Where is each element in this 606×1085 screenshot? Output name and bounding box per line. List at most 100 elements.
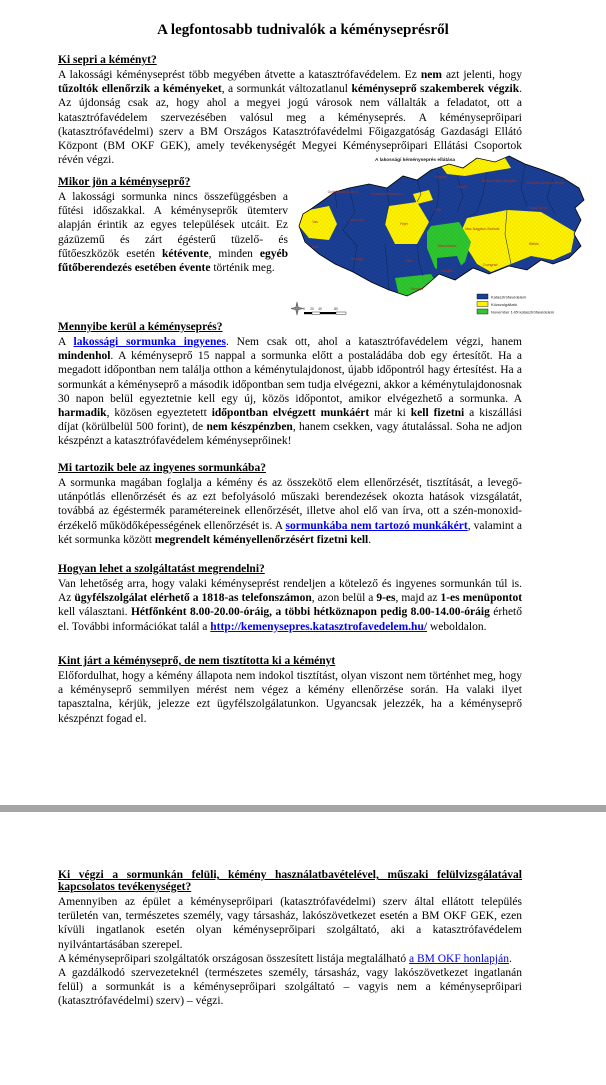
text-run: nem bbox=[420, 69, 442, 81]
text-run: Hétfőnként 8.00-20.00-óráig, a többi hét… bbox=[130, 606, 490, 619]
section-heading: Hogyan lehet a szolgáltatást megrendelni… bbox=[58, 563, 265, 575]
text-run: , valamint a két sormunka között bbox=[58, 519, 523, 546]
page-title: A legfontosabb tudnivalók a kéményseprés… bbox=[157, 22, 449, 38]
paragraph: Amennyiben az épület a kéményseprőipari … bbox=[58, 895, 522, 952]
text-run: megrendelt kéményellenőrzésért fizetni k… bbox=[154, 533, 369, 546]
svg-text:Szabolcs-Szatmár-Bereg: Szabolcs-Szatmár-Bereg bbox=[526, 181, 564, 185]
text-run: , minden bbox=[208, 247, 260, 260]
text-run: . bbox=[508, 952, 512, 965]
text-run: ügyfélszolgálat elérhető a 1818-as telef… bbox=[74, 592, 312, 605]
map-scale-bar: 0 20 40 80 bbox=[303, 307, 347, 315]
text-run: időpontban elvégzett munkáért bbox=[211, 407, 370, 420]
svg-text:Borsod-Abaúj-Zemplén: Borsod-Abaúj-Zemplén bbox=[482, 179, 517, 183]
hyperlink[interactable]: sormunkába nem tartozó munkákért bbox=[285, 519, 468, 532]
section-mi-tartozik-bele: Mi tartozik bele az ingyenes sormunkába?… bbox=[58, 462, 522, 547]
text-run: mindenhol bbox=[58, 350, 111, 363]
section-kint-jart: Kint járt a kéményseprő, de nem tisztíto… bbox=[58, 655, 522, 726]
text-run: azt jelenti, hogy bbox=[441, 69, 522, 81]
hyperlink[interactable]: lakossági sormunka ingyenes bbox=[73, 336, 226, 348]
text-run: A lakossági kéményseprést több megyében … bbox=[58, 69, 421, 81]
map-regions bbox=[299, 156, 584, 296]
hungary-map-image: A lakossági kéményseprés ellátása bbox=[291, 154, 606, 325]
text-run: . bbox=[368, 533, 372, 546]
section-mennyibe-kerul: Mennyibe kerül a kéményseprés? A lakossá… bbox=[58, 321, 522, 449]
section-heading: Ki végzi a sormunkán felüli, kémény hasz… bbox=[58, 869, 522, 893]
text-run: A sormunka magában foglalja a kémény és … bbox=[58, 477, 522, 532]
section-heading: Mikor jön a kéményseprő? bbox=[58, 176, 191, 188]
text-run: 1-es menüpontot bbox=[440, 592, 523, 605]
text-run: , közösen egyeztetett bbox=[106, 407, 212, 420]
section-hogyan-megrendelni: Hogyan lehet a szolgáltatást megrendelni… bbox=[58, 563, 522, 634]
svg-text:Szeged: Szeged bbox=[441, 269, 453, 273]
section-heading: Ki sepri a kéményt? bbox=[58, 54, 157, 66]
text-run: A lakossági sormunka nincs összefüggésbe… bbox=[58, 191, 288, 260]
map-title: A lakossági kéményseprés ellátása bbox=[375, 157, 455, 163]
svg-text:20: 20 bbox=[310, 307, 314, 311]
svg-text:Pest: Pest bbox=[435, 208, 442, 212]
svg-text:0: 0 bbox=[303, 307, 305, 311]
paragraph: A kéményseprőipari szolgáltatók országos… bbox=[58, 952, 522, 966]
section-heading: Mi tartozik bele az ingyenes sormunkába? bbox=[58, 462, 266, 474]
legend-swatch-yellow bbox=[476, 301, 489, 307]
section-heading: Mennyibe kerül a kéményseprés? bbox=[58, 321, 223, 333]
text-run: , a sormunkát változatlanul bbox=[221, 83, 352, 96]
text-run: kéményseprő szakemberek végzik bbox=[351, 83, 520, 96]
svg-text:Baranya: Baranya bbox=[411, 287, 424, 291]
compass-icon bbox=[291, 301, 304, 316]
paragraph: A lakossági sormunka nincs összefüggésbe… bbox=[58, 190, 288, 275]
svg-text:Vas: Vas bbox=[312, 220, 318, 224]
hyperlink[interactable]: http://kemenysepres.katasztrofavedelem.h… bbox=[210, 620, 428, 633]
text-run: . Az újdonság csak az, hogy ahol a megye… bbox=[58, 83, 523, 167]
text-run: , majd az bbox=[395, 592, 441, 605]
svg-text:Heves: Heves bbox=[457, 185, 467, 189]
svg-text:Fejér: Fejér bbox=[400, 222, 409, 226]
section-ki-vegzi-felulvizsgalat: Ki végzi a sormunkán felüli, kémény hasz… bbox=[58, 869, 522, 1009]
text-run: , azon belül a bbox=[311, 592, 377, 605]
section-mikor-jon-a-kemenysepro: Mikor jön a kéményseprő? A lakossági sor… bbox=[58, 176, 288, 275]
svg-text:40: 40 bbox=[318, 307, 322, 311]
text-run: Amennyiben az épület a kéményseprőipari … bbox=[58, 896, 522, 951]
text-run: kétévente bbox=[161, 247, 209, 260]
text-run: , hanem csekken, vagy átutalással. Soha … bbox=[58, 421, 522, 448]
paragraph: A sormunka magában foglalja a kémény és … bbox=[58, 476, 522, 547]
svg-text:Győr-Moson-Sopron: Győr-Moson-Sopron bbox=[328, 190, 359, 194]
hyperlink[interactable]: a BM OKF honlapján bbox=[408, 952, 509, 965]
legend-label: November 1-től katasztrófavédelem bbox=[491, 309, 555, 314]
text-run: 9-es bbox=[376, 592, 396, 605]
text-run: Előfordulhat, hogy a kémény állapota nem… bbox=[58, 670, 522, 725]
map-legend: Katasztrófavédelem Közszolgáltató Novemb… bbox=[476, 293, 555, 315]
text-run: nem készpénzben bbox=[206, 421, 293, 434]
svg-text:Komárom-Esztergom: Komárom-Esztergom bbox=[371, 192, 403, 196]
map-county-labels: Győr-Moson-Sopron Komárom-Esztergom Vas … bbox=[312, 175, 564, 291]
svg-text:Somogy: Somogy bbox=[351, 257, 364, 261]
section-ki-sepri-a-kemenyt: Ki sepri a kéményt? A lakossági kéményse… bbox=[58, 54, 522, 167]
hungary-map-svg: A lakossági kéményseprés ellátása bbox=[291, 155, 585, 316]
text-run: érhető el. További információkat talál a bbox=[58, 606, 523, 633]
svg-text:Zala: Zala bbox=[312, 245, 319, 249]
text-run: kell fizetni bbox=[410, 407, 465, 420]
svg-text:Csongrád: Csongrád bbox=[483, 263, 498, 267]
text-run: kell választani. bbox=[58, 606, 131, 619]
legend-label: Közszolgáltató bbox=[491, 302, 518, 307]
text-run: tűzoltók ellenőrzik a kéményeket bbox=[58, 83, 222, 96]
text-run: A kéményseprőipari szolgáltatók országos… bbox=[58, 952, 409, 965]
legend-swatch-blue bbox=[476, 293, 489, 300]
hungary-outline bbox=[298, 155, 585, 297]
svg-text:Hajdú-Bihar: Hajdú-Bihar bbox=[529, 206, 548, 210]
svg-text:Békés: Békés bbox=[529, 242, 539, 246]
svg-text:Veszprém: Veszprém bbox=[349, 218, 364, 222]
paragraph: A gazdálkodó szervezeteknél (természetes… bbox=[58, 966, 522, 1009]
legend-label: Katasztrófavédelem bbox=[491, 294, 527, 299]
text-run: weboldalon. bbox=[427, 620, 487, 633]
paragraph: A lakossági sormunka ingyenes. Nem csak … bbox=[58, 335, 522, 449]
page-break-separator bbox=[0, 805, 606, 812]
text-run: . Nem csak ott, ahol a katasztrófavédele… bbox=[225, 336, 522, 348]
svg-text:Nógrád: Nógrád bbox=[435, 175, 446, 179]
paragraph: Előfordulhat, hogy a kémény állapota nem… bbox=[58, 669, 522, 726]
section-heading: Kint járt a kéményseprő, de nem tisztíto… bbox=[58, 655, 336, 667]
legend-swatch-green bbox=[476, 308, 489, 315]
text-run: a kiszállási díjat (körülbelül 500 forin… bbox=[58, 407, 522, 434]
svg-text:Bács-Kiskun: Bács-Kiskun bbox=[438, 244, 457, 248]
text-run: történik meg. bbox=[210, 262, 275, 275]
